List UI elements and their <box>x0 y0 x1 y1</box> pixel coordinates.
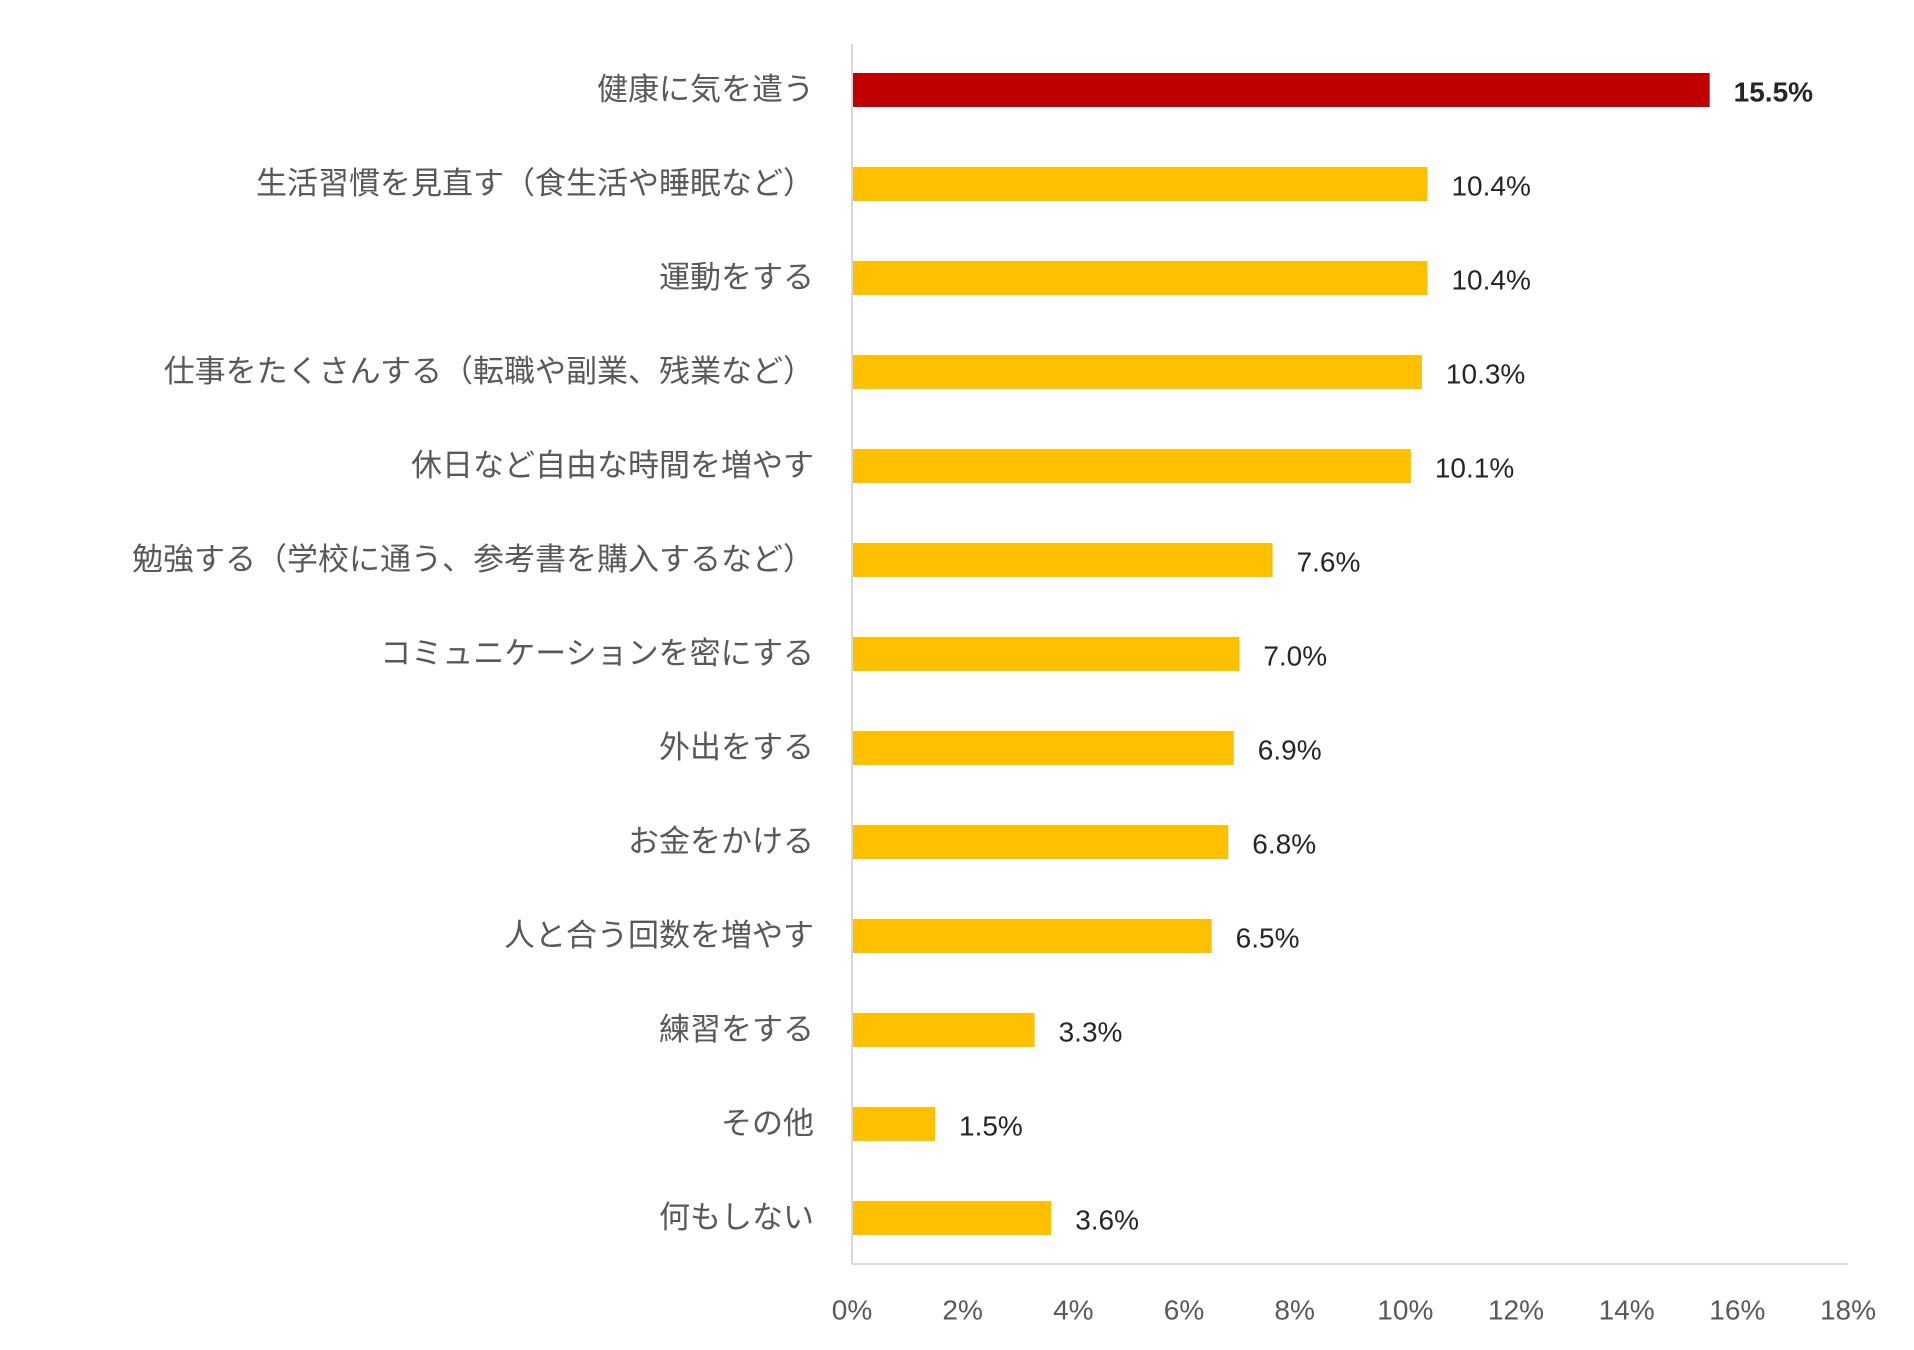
x-tick-label: 12% <box>1488 1295 1544 1326</box>
x-tick-label: 0% <box>832 1295 872 1326</box>
bar <box>852 919 1212 953</box>
category-label: 運動をする <box>659 260 814 296</box>
x-tick-label: 10% <box>1377 1295 1433 1326</box>
value-label: 6.5% <box>1236 923 1300 954</box>
bars-group <box>852 73 1710 1235</box>
x-tick-label: 14% <box>1599 1295 1655 1326</box>
category-label: お金をかける <box>628 824 814 860</box>
value-label: 10.3% <box>1446 359 1525 390</box>
x-tick-label: 2% <box>942 1295 982 1326</box>
bar <box>852 261 1428 295</box>
x-tick-label: 18% <box>1820 1295 1876 1326</box>
category-label: 仕事をたくさんする（転職や副業、残業など） <box>164 354 814 390</box>
category-label: 人と合う回数を増やす <box>504 918 814 954</box>
category-label: 外出をする <box>659 730 814 766</box>
bar <box>852 1107 935 1141</box>
x-tick-label: 4% <box>1053 1295 1093 1326</box>
category-label: 勉強する（学校に通う、参考書を購入するなど） <box>132 542 814 578</box>
value-label: 3.3% <box>1059 1017 1123 1048</box>
bar <box>852 1201 1052 1235</box>
bar <box>852 825 1229 859</box>
category-label: その他 <box>721 1106 814 1142</box>
value-label: 6.8% <box>1252 829 1316 860</box>
bar <box>852 1013 1035 1047</box>
x-tick-label: 6% <box>1164 1295 1204 1326</box>
value-label: 6.9% <box>1258 735 1322 766</box>
category-label: コミュニケーションを密にする <box>380 636 814 672</box>
value-labels: 15.5% 10.4% 10.4% 10.3% 10.1% 7.6% 7.0% 6.9% 6.8… <box>959 77 1813 1236</box>
value-label: 10.4% <box>1451 171 1530 202</box>
x-tick-label: 16% <box>1709 1295 1765 1326</box>
bar <box>852 355 1422 389</box>
value-label: 15.5% <box>1734 77 1813 108</box>
value-label: 10.4% <box>1451 265 1530 296</box>
bar <box>852 731 1234 765</box>
value-label: 1.5% <box>959 1111 1023 1142</box>
value-label: 7.6% <box>1297 547 1361 578</box>
bar <box>852 543 1273 577</box>
bar <box>852 637 1240 671</box>
value-label: 10.1% <box>1435 453 1514 484</box>
bar <box>852 73 1710 107</box>
category-label: 何もしない <box>659 1200 814 1236</box>
category-label: 休日など自由な時間を増やす <box>411 448 814 484</box>
x-axis-ticks: 0% 2% 4% 6% 8% 10% 12% 14% 16% 18% <box>832 1295 1876 1326</box>
category-label: 健康に気を遣う <box>597 72 814 108</box>
value-label: 7.0% <box>1263 641 1327 672</box>
x-tick-label: 8% <box>1274 1295 1314 1326</box>
bar <box>852 449 1411 483</box>
value-label: 3.6% <box>1075 1205 1139 1236</box>
bar <box>852 167 1428 201</box>
category-label: 生活習慣を見直す（食生活や睡眠など） <box>256 166 814 202</box>
category-label: 練習をする <box>659 1012 814 1048</box>
